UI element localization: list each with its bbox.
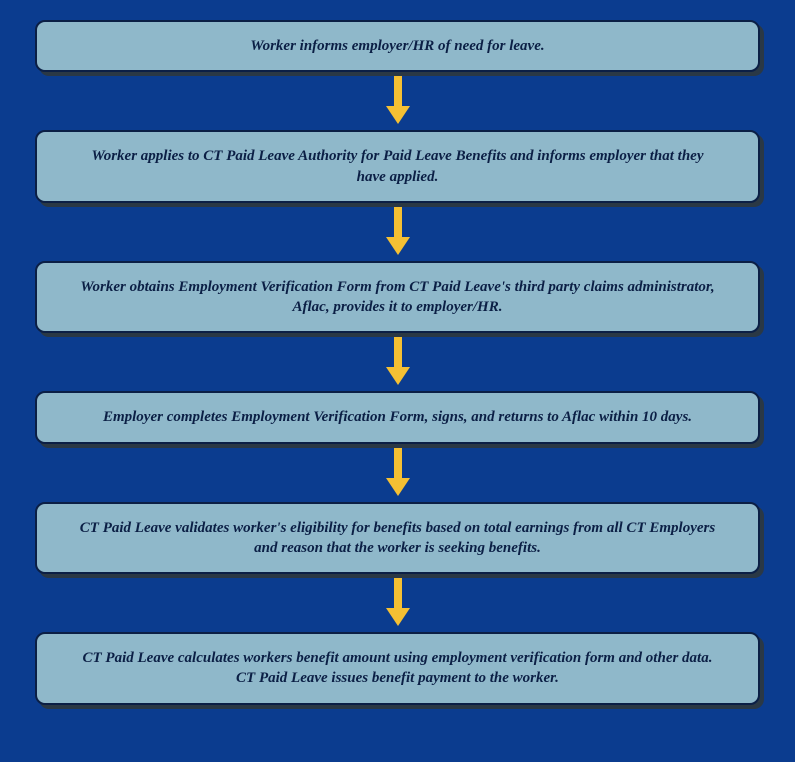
- step-text: Worker obtains Employment Verification F…: [80, 279, 714, 315]
- step-text: CT Paid Leave calculates workers benefit…: [83, 650, 713, 686]
- arrow-container: [383, 333, 413, 391]
- arrow-container: [383, 574, 413, 632]
- step-box: CT Paid Leave validates worker's eligibi…: [35, 502, 760, 575]
- arrow-container: [383, 203, 413, 261]
- step-text: Employer completes Employment Verificati…: [103, 409, 692, 425]
- step-text: Worker applies to CT Paid Leave Authorit…: [91, 148, 703, 184]
- flow-step-4: Employer completes Employment Verificati…: [35, 391, 760, 443]
- step-box: Employer completes Employment Verificati…: [35, 391, 760, 443]
- arrow-container: [383, 72, 413, 130]
- step-box: CT Paid Leave calculates workers benefit…: [35, 632, 760, 705]
- step-box: Worker informs employer/HR of need for l…: [35, 20, 760, 72]
- flow-step-3: Worker obtains Employment Verification F…: [35, 261, 760, 334]
- step-text: CT Paid Leave validates worker's eligibi…: [80, 520, 715, 556]
- flow-step-2: Worker applies to CT Paid Leave Authorit…: [35, 130, 760, 203]
- step-text: Worker informs employer/HR of need for l…: [250, 38, 544, 54]
- down-arrow-icon: [383, 337, 413, 387]
- arrow-container: [383, 444, 413, 502]
- flow-step-5: CT Paid Leave validates worker's eligibi…: [35, 502, 760, 575]
- flow-step-1: Worker informs employer/HR of need for l…: [35, 20, 760, 72]
- down-arrow-icon: [383, 448, 413, 498]
- down-arrow-icon: [383, 76, 413, 126]
- step-box: Worker applies to CT Paid Leave Authorit…: [35, 130, 760, 203]
- down-arrow-icon: [383, 207, 413, 257]
- down-arrow-icon: [383, 578, 413, 628]
- flow-step-6: CT Paid Leave calculates workers benefit…: [35, 632, 760, 705]
- step-box: Worker obtains Employment Verification F…: [35, 261, 760, 334]
